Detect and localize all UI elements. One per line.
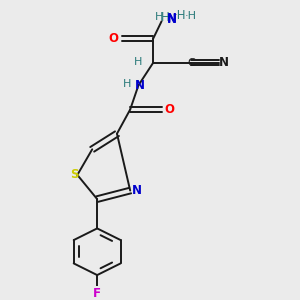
Text: ·H: ·H [173, 9, 186, 22]
Text: H: H [160, 11, 169, 23]
Text: H: H [123, 80, 131, 89]
Text: F: F [93, 287, 101, 300]
Text: ·H: ·H [185, 11, 197, 21]
Text: O: O [165, 103, 175, 116]
Text: O: O [108, 32, 118, 45]
Text: H: H [155, 12, 163, 22]
Text: S: S [70, 168, 79, 182]
Text: N: N [219, 56, 229, 69]
Text: N: N [132, 184, 142, 197]
Text: N: N [167, 13, 177, 26]
Text: N: N [135, 79, 145, 92]
Text: H: H [134, 57, 142, 67]
Text: C: C [188, 58, 195, 68]
Text: N: N [167, 12, 176, 25]
